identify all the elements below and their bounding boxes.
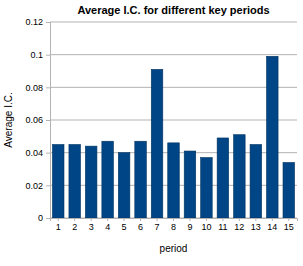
y-tick-label: 0.1 (30, 50, 43, 60)
y-tick-mark (46, 55, 50, 56)
bar (217, 138, 229, 218)
bar (151, 69, 163, 218)
x-tick-label: 11 (218, 222, 227, 232)
x-tick: 1 (56, 218, 61, 232)
x-tick: 8 (171, 218, 176, 232)
bar (69, 145, 81, 219)
x-axis-line (51, 219, 298, 222)
y-tick-label: 0.04 (25, 148, 43, 158)
bar (267, 56, 279, 218)
x-tick: 3 (89, 218, 94, 232)
x-tick: 15 (284, 218, 294, 232)
x-tick-label: 5 (122, 222, 127, 232)
y-tick-label: 0.02 (25, 181, 43, 191)
x-tick-mark (74, 218, 75, 221)
x-tick: 5 (122, 218, 127, 232)
y-tick: 0.02 (25, 181, 50, 191)
y-tick: 0.06 (25, 115, 50, 125)
grid-line (50, 87, 297, 88)
x-tick-mark (222, 218, 223, 221)
x-tick-mark (206, 218, 207, 221)
x-tick-mark (272, 218, 273, 221)
bar (102, 141, 114, 218)
x-tick: 2 (72, 218, 77, 232)
grid (50, 22, 297, 218)
x-tick: 10 (201, 218, 211, 232)
y-tick-label: 0 (38, 213, 43, 223)
bars (52, 56, 294, 218)
y-tick-mark (46, 87, 50, 88)
bar (85, 146, 97, 218)
x-tick-label: 8 (171, 222, 176, 232)
bar (283, 162, 295, 218)
grid-line (50, 22, 297, 23)
x-tick-label: 4 (105, 222, 110, 232)
x-axis-title: period (160, 243, 188, 254)
grid-line (50, 54, 297, 55)
x-tick: 9 (187, 218, 192, 232)
title: Average I.C. for different key periods (77, 4, 269, 16)
x-tick-label: 13 (251, 222, 261, 232)
x-tick-mark (239, 218, 240, 221)
x-tick-label: 14 (267, 222, 277, 232)
x-tick-mark (58, 218, 59, 221)
x-tick: 4 (105, 218, 110, 232)
x-axis: 123456789101112131415 (51, 218, 298, 232)
x-tick-label: 1 (56, 222, 61, 232)
x-tick-mark (173, 218, 174, 221)
x-tick-mark (140, 218, 141, 221)
x-tick-mark (255, 218, 256, 221)
x-tick: 7 (155, 218, 160, 232)
y-tick-mark (46, 22, 50, 23)
bar (184, 151, 196, 218)
y-tick: 0.04 (25, 148, 50, 158)
x-tick: 11 (218, 218, 227, 232)
x-tick-mark (107, 218, 108, 221)
x-tick-label: 2 (72, 222, 77, 232)
bar (250, 145, 262, 219)
grid-line (50, 120, 297, 121)
x-tick-mark (288, 218, 289, 221)
y-axis-title: Average I.C. (3, 92, 14, 147)
y-tick-mark (46, 185, 50, 186)
chart: 00.020.040.060.080.10.121234567891011121… (0, 0, 303, 266)
plot-area: 00.020.040.060.080.10.121234567891011121… (25, 17, 297, 232)
y-tick-label: 0.12 (25, 17, 43, 27)
x-tick-mark (189, 218, 190, 221)
x-tick-label: 15 (284, 222, 294, 232)
bar (168, 143, 180, 218)
x-tick: 14 (267, 218, 277, 232)
bar (52, 145, 64, 219)
x-tick-mark (91, 218, 92, 221)
x-tick-label: 9 (187, 222, 192, 232)
y-tick-mark (46, 120, 50, 121)
x-tick: 6 (138, 218, 143, 232)
y-tick-label: 0.06 (25, 115, 43, 125)
y-tick-label: 0.08 (25, 83, 43, 93)
x-tick-mark (157, 218, 158, 221)
y-tick: 0.08 (25, 83, 50, 93)
bar (135, 141, 147, 218)
x-tick-label: 12 (234, 222, 244, 232)
y-tick-mark (46, 218, 50, 219)
x-tick-mark (124, 218, 125, 221)
y-tick-mark (46, 153, 50, 154)
y-tick: 0 (38, 213, 50, 223)
bar (118, 153, 130, 218)
y-tick: 0.1 (30, 50, 50, 60)
y-axis-line (46, 23, 51, 219)
x-tick-label: 6 (138, 222, 143, 232)
y-axis: 0 0.02 0.04 0.06 0.08 0.1 0.12 (25, 17, 50, 223)
y-tick: 0.12 (25, 17, 50, 27)
x-tick: 12 (234, 218, 244, 232)
bar (234, 135, 246, 218)
x-tick-label: 3 (89, 222, 94, 232)
bar (201, 158, 213, 218)
x-tick-label: 10 (201, 222, 211, 232)
x-tick-label: 7 (155, 222, 160, 232)
x-tick: 13 (251, 218, 261, 232)
